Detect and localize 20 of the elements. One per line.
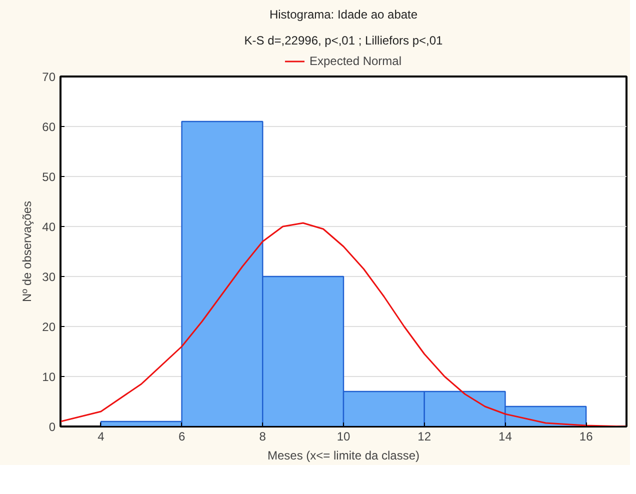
y-axis-title: Nº de observações xyxy=(20,200,34,302)
chart-subtitle: K-S d=,22996, p<,01 ; Lilliefors p<,01 xyxy=(244,34,444,48)
y-tick-label: 60 xyxy=(42,120,56,134)
y-tick-label: 70 xyxy=(42,70,56,84)
x-tick-label: 10 xyxy=(336,430,350,444)
y-tick-label: 40 xyxy=(42,220,56,234)
x-axis-title: Meses (x<= limite da classe) xyxy=(267,448,420,462)
y-tick-label: 20 xyxy=(42,320,56,334)
y-tick-label: 0 xyxy=(48,420,56,434)
x-tick-label: 16 xyxy=(579,430,594,444)
x-tick-label: 6 xyxy=(178,430,186,444)
x-tick-label: 14 xyxy=(498,430,512,444)
legend-label: Expected Normal xyxy=(309,54,402,68)
y-tick-label: 10 xyxy=(42,370,56,384)
y-tick-label: 50 xyxy=(42,170,56,184)
x-tick-label: 4 xyxy=(98,430,105,444)
x-tick-label: 12 xyxy=(418,430,432,444)
x-tick-label: 8 xyxy=(259,430,266,444)
y-tick-label: 30 xyxy=(42,270,56,284)
chart-title: Histograma: Idade ao abate xyxy=(269,8,418,22)
